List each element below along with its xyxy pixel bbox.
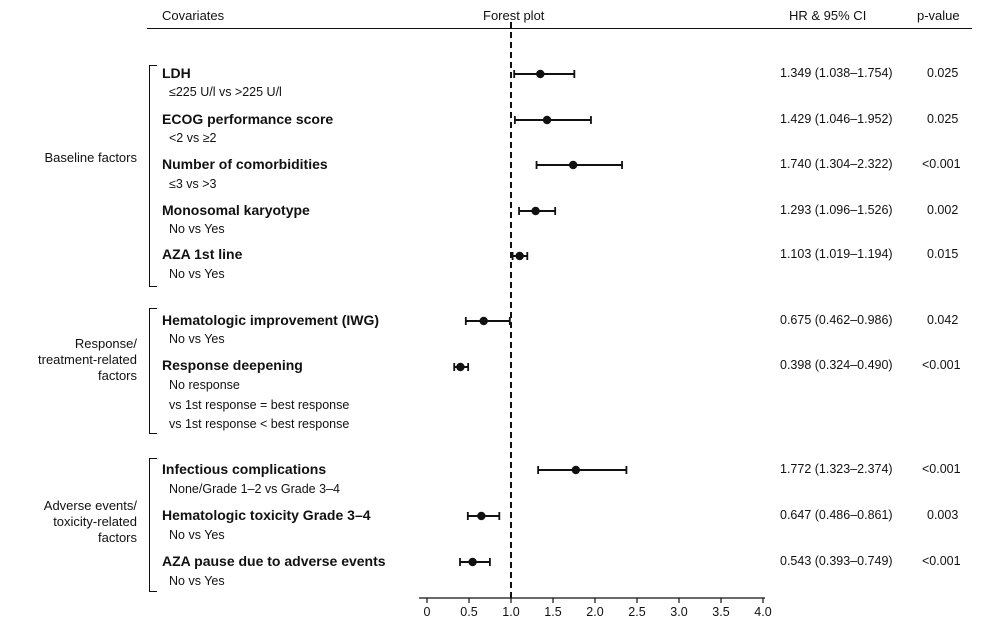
covariate-title: ECOG performance score bbox=[162, 111, 334, 127]
header-covariates: Covariates bbox=[162, 8, 225, 23]
covariate-title: Hematologic improvement (IWG) bbox=[162, 312, 380, 328]
covariate-subtitle: No vs Yes bbox=[169, 528, 225, 542]
hr-point bbox=[568, 160, 578, 170]
p-value: 0.042 bbox=[927, 313, 959, 327]
p-value: <0.001 bbox=[922, 157, 961, 171]
hr-point bbox=[477, 511, 486, 521]
hr-ci-value: 1.740 (1.304–2.322) bbox=[780, 157, 893, 171]
hr-ci-value: 1.772 (1.323–2.374) bbox=[780, 462, 893, 476]
hr-point bbox=[479, 316, 488, 326]
p-value: 0.025 bbox=[927, 112, 959, 126]
hr-point bbox=[531, 206, 540, 216]
x-tick-label: 3.5 bbox=[712, 605, 729, 619]
hr-point bbox=[571, 465, 581, 475]
covariate-title: Hematologic toxicity Grade 3–4 bbox=[162, 507, 371, 523]
hr-ci-value: 1.103 (1.019–1.194) bbox=[780, 247, 893, 261]
hr-ci-value: 1.429 (1.046–1.952) bbox=[780, 112, 893, 126]
p-value: 0.003 bbox=[927, 508, 959, 522]
group-label-adverse: Adverse events/ toxicity-related factors bbox=[43, 498, 137, 545]
hr-point bbox=[542, 115, 552, 125]
hr-ci-value: 1.293 (1.096–1.526) bbox=[780, 203, 893, 217]
x-tick-label: 0.5 bbox=[460, 605, 477, 619]
group-label-baseline: Baseline factors bbox=[44, 150, 138, 165]
covariate-subtitle: No vs Yes bbox=[169, 222, 225, 236]
covariate-subtitle: <2 vs ≥2 bbox=[169, 131, 217, 145]
covariate-title: Response deepening bbox=[162, 357, 303, 373]
p-value: <0.001 bbox=[922, 462, 961, 476]
hr-point bbox=[456, 362, 465, 372]
group-bracket-baseline bbox=[149, 65, 157, 287]
x-tick-label: 3.0 bbox=[670, 605, 687, 619]
x-tick-label: 1.5 bbox=[544, 605, 561, 619]
p-value: <0.001 bbox=[922, 554, 961, 568]
hr-ci-value: 0.675 (0.462–0.986) bbox=[780, 313, 893, 327]
hr-ci-value: 0.647 (0.486–0.861) bbox=[780, 508, 893, 522]
hr-point bbox=[515, 251, 524, 261]
p-value: <0.001 bbox=[922, 358, 961, 372]
covariate-title: Monosomal karyotype bbox=[162, 202, 310, 218]
hr-point bbox=[468, 557, 477, 567]
covariate-subtitle: vs 1st response < best response bbox=[169, 417, 350, 431]
covariate-title: Infectious complications bbox=[162, 461, 327, 477]
hr-ci-value: 1.349 (1.038–1.754) bbox=[780, 66, 893, 80]
x-tick-label: 0 bbox=[424, 605, 431, 619]
covariate-title: Number of comorbidities bbox=[162, 156, 328, 172]
p-value: 0.015 bbox=[927, 247, 959, 261]
header-p-value: p-value bbox=[917, 8, 960, 23]
covariate-subtitle: No vs Yes bbox=[169, 574, 225, 588]
covariate-title: LDH bbox=[162, 65, 191, 81]
x-tick-label: 1.0 bbox=[502, 605, 519, 619]
x-tick-label: 2.5 bbox=[628, 605, 645, 619]
p-value: 0.002 bbox=[927, 203, 959, 217]
covariate-title: AZA pause due to adverse events bbox=[162, 553, 386, 569]
covariate-title: AZA 1st line bbox=[162, 246, 243, 262]
hr-ci-value: 0.398 (0.324–0.490) bbox=[780, 358, 893, 372]
x-tick-label: 4.0 bbox=[754, 605, 771, 619]
p-value: 0.025 bbox=[927, 66, 959, 80]
covariate-subtitle: No response bbox=[169, 378, 240, 392]
header-forest-plot: Forest plot bbox=[483, 8, 545, 23]
covariate-subtitle: ≤225 U/l vs >225 U/l bbox=[169, 85, 282, 99]
covariate-subtitle: vs 1st response = best response bbox=[169, 398, 350, 412]
header-hr-ci: HR & 95% CI bbox=[789, 8, 867, 23]
hr-ci-value: 0.543 (0.393–0.749) bbox=[780, 554, 893, 568]
group-label-response: Response/ treatment-related factors bbox=[38, 336, 137, 383]
header-rule bbox=[147, 28, 972, 29]
covariate-subtitle: ≤3 vs >3 bbox=[169, 177, 217, 191]
covariate-subtitle: No vs Yes bbox=[169, 267, 225, 281]
covariate-subtitle: None/Grade 1–2 vs Grade 3–4 bbox=[169, 482, 340, 496]
covariate-subtitle: No vs Yes bbox=[169, 332, 225, 346]
group-bracket-adverse bbox=[149, 458, 157, 592]
group-bracket-response bbox=[149, 308, 157, 434]
x-tick-label: 2.0 bbox=[586, 605, 603, 619]
hr-point bbox=[536, 69, 545, 79]
